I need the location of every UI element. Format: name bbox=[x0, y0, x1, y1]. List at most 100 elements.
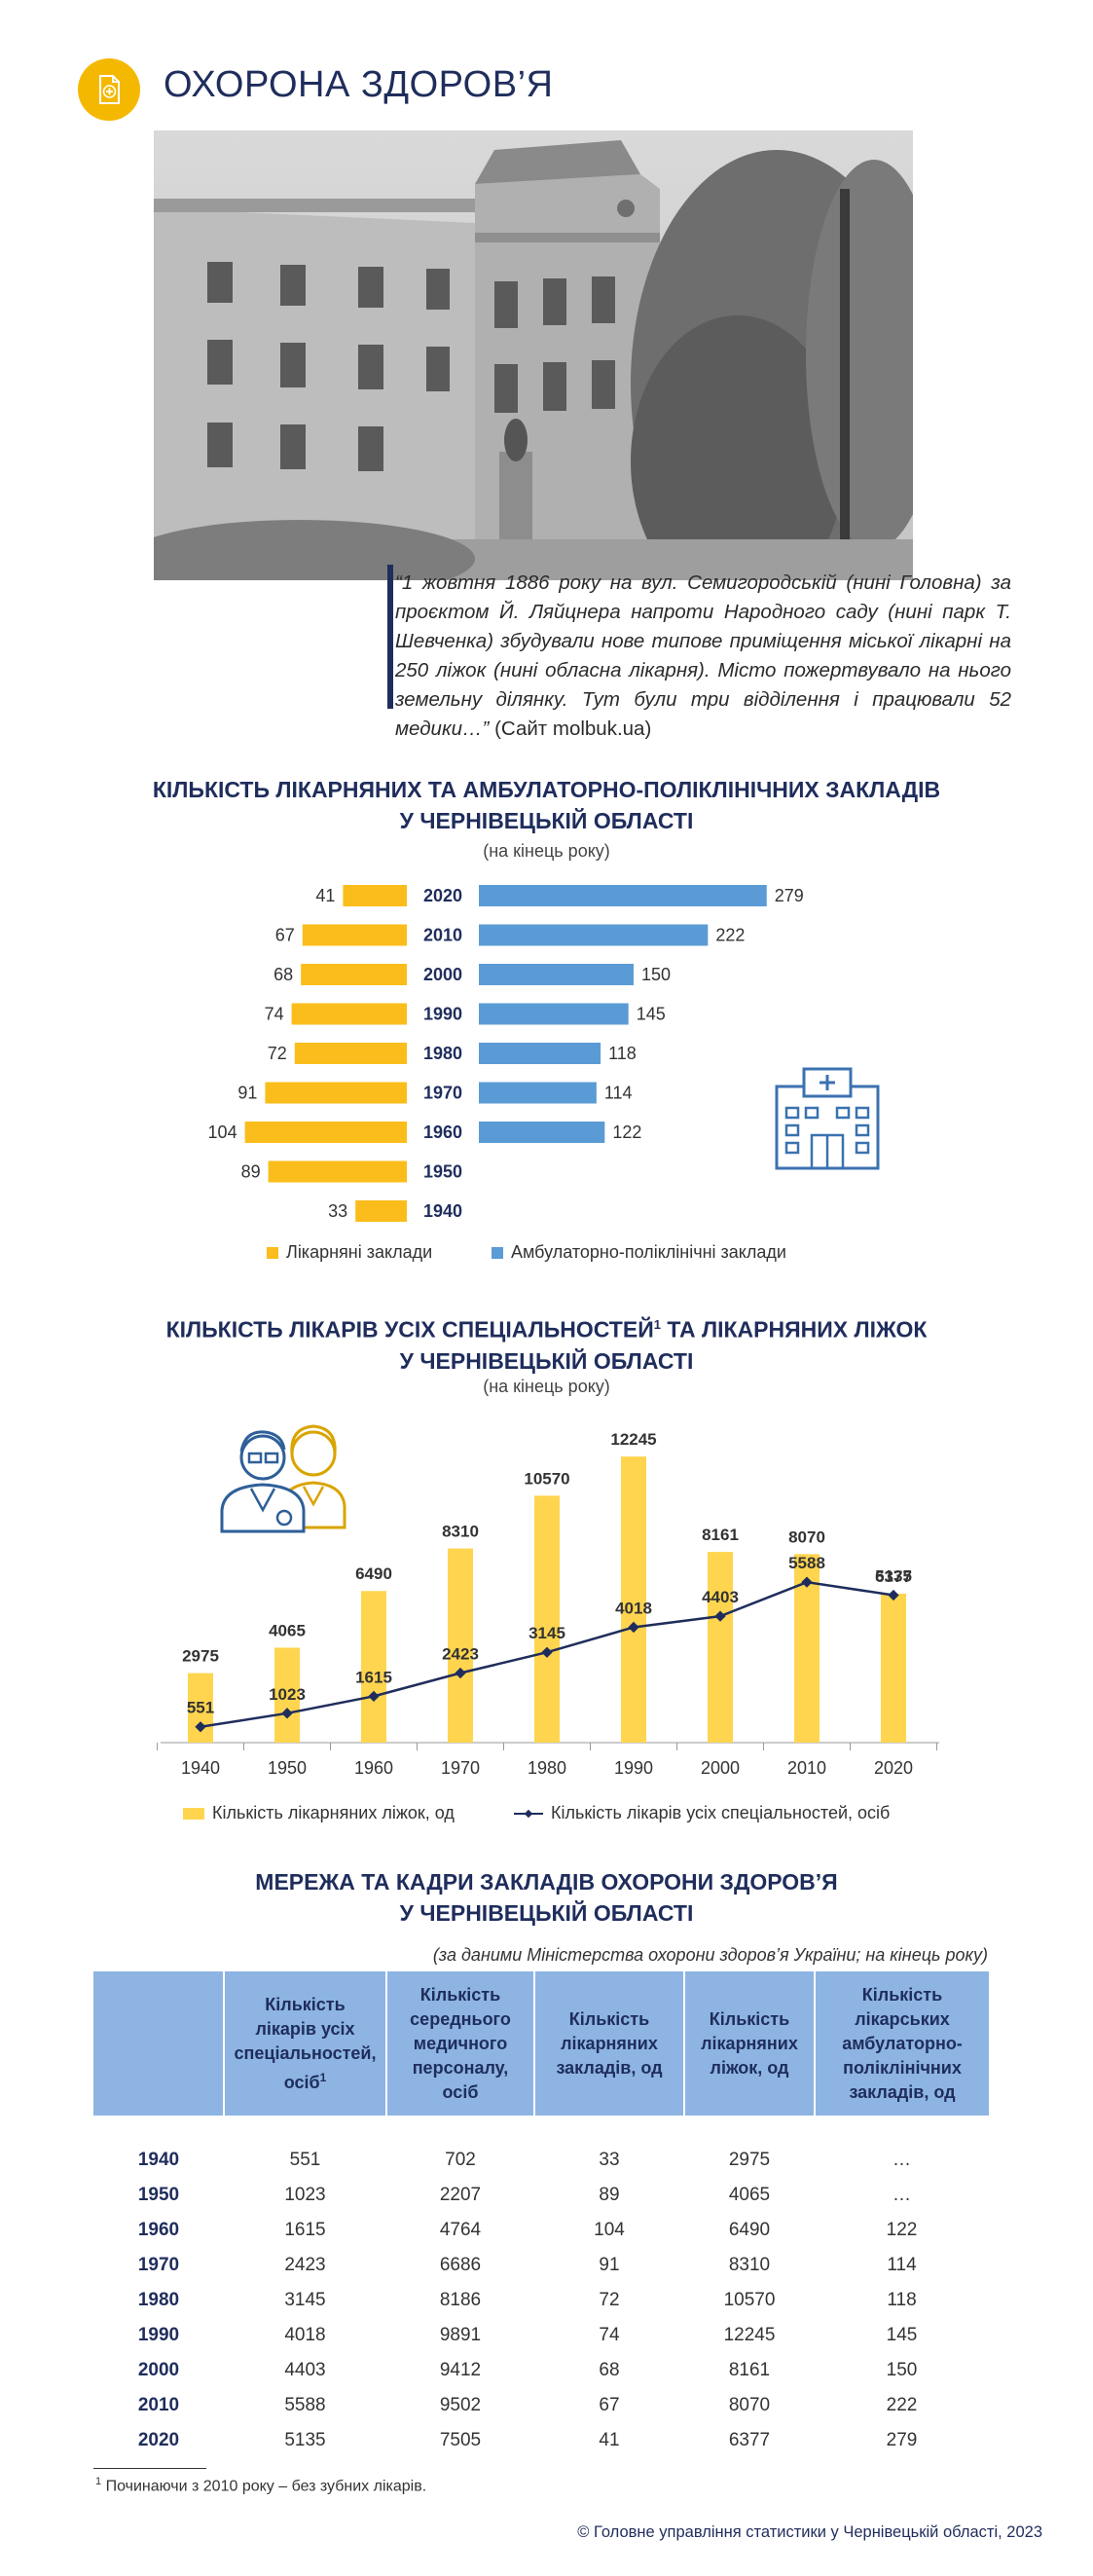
bar-beds bbox=[621, 1456, 646, 1743]
chart1-subtitle: (на кінець року) bbox=[483, 841, 610, 861]
table-cell: 8186 bbox=[439, 2290, 482, 2310]
x-tick-label: 1940 bbox=[181, 1758, 220, 1778]
category-label: 2000 bbox=[423, 965, 462, 984]
legend-swatch-hospitals bbox=[267, 1246, 278, 1259]
quote-bar bbox=[387, 565, 393, 709]
row-year: 1990 bbox=[137, 2325, 180, 2345]
table-cell: 6490 bbox=[728, 2220, 771, 2240]
data-label-clinics: 222 bbox=[715, 926, 745, 945]
data-label-hospitals: 72 bbox=[268, 1044, 287, 1063]
data-label-hospitals: 104 bbox=[208, 1122, 237, 1142]
data-label-beds: 10570 bbox=[524, 1469, 569, 1488]
table-cell: 2207 bbox=[439, 2185, 482, 2205]
hospital-photo bbox=[154, 130, 913, 580]
bar-hospitals bbox=[268, 1160, 407, 1183]
table-cell: 118 bbox=[887, 2290, 917, 2310]
data-label-hospitals: 68 bbox=[273, 965, 293, 984]
table-cell: 8161 bbox=[728, 2360, 771, 2380]
table-row: 2020 5135 7505 41 6377 279 bbox=[93, 2423, 989, 2458]
table-cell: 150 bbox=[886, 2360, 918, 2380]
table-cell: 9502 bbox=[439, 2395, 482, 2415]
table-cell: 33 bbox=[599, 2150, 620, 2170]
chart2-title-part1: КІЛЬКІСТЬ ЛІКАРІВ УСІХ СПЕЦІАЛЬНОСТЕЙ bbox=[165, 1316, 654, 1343]
footnote-text: Починаючи з 2010 року – без зубних лікар… bbox=[105, 2478, 427, 2495]
x-tick-label: 1990 bbox=[614, 1758, 653, 1778]
data-label-doctors: 3145 bbox=[528, 1624, 565, 1642]
table-cell: 122 bbox=[886, 2220, 918, 2240]
legend-swatch-doctors bbox=[514, 1809, 543, 1818]
table-row: 1950 1023 2207 89 4065… bbox=[93, 2178, 989, 2213]
bar-beds bbox=[448, 1548, 473, 1743]
x-tick-label: 1960 bbox=[354, 1758, 393, 1778]
table-cell: 74 bbox=[599, 2325, 620, 2345]
data-label-hospitals: 89 bbox=[241, 1162, 261, 1182]
bar-clinics bbox=[479, 885, 767, 906]
bar-beds bbox=[274, 1647, 300, 1743]
data-label-beds: 6377 bbox=[875, 1567, 912, 1586]
data-label-doctors: 1615 bbox=[355, 1668, 392, 1686]
data-label-doctors: 4018 bbox=[615, 1599, 652, 1617]
bar-hospitals bbox=[302, 924, 407, 946]
footnote: 1 Починаючи з 2010 року – без зубних лік… bbox=[95, 2476, 426, 2495]
chart2-title-sup: 1 bbox=[653, 1317, 661, 1332]
header-doctors-label: Кількість лікарів усіх спеціальностей, о… bbox=[234, 1994, 377, 2092]
category-label: 1970 bbox=[423, 1084, 462, 1103]
table-row: 2000 4403 9412 68 8161 150 bbox=[93, 2353, 989, 2388]
table-cell: … bbox=[893, 2150, 911, 2170]
row-year: 1970 bbox=[137, 2255, 180, 2275]
header-hospitals: Кількість лікарняних закладів, од bbox=[534, 1971, 685, 2116]
doctors-beds-chart: 2975 1940 4065 1950 6490 1960 8310 1970 10570 198… bbox=[157, 1430, 939, 1778]
table-cell: 91 bbox=[599, 2255, 620, 2275]
data-label-beds: 8161 bbox=[702, 1526, 739, 1544]
doctors-icon bbox=[220, 1424, 346, 1533]
data-label-beds: 8310 bbox=[442, 1523, 479, 1541]
bar-hospitals bbox=[355, 1200, 407, 1222]
category-label: 2010 bbox=[423, 926, 462, 945]
data-label-beds: 2975 bbox=[182, 1647, 219, 1666]
footnote-sup: 1 bbox=[95, 2476, 102, 2487]
table-row: 1980 3145 8186 72 10570 118 bbox=[93, 2283, 989, 2318]
table-row: 1990 4018 9891 74 12245 145 bbox=[93, 2318, 989, 2353]
bar-hospitals bbox=[343, 885, 407, 906]
header-year bbox=[93, 1971, 225, 2116]
copyright: © Головне управління статистики у Чернів… bbox=[577, 2523, 1042, 2541]
bar-clinics bbox=[479, 1122, 605, 1143]
footnote-divider bbox=[93, 2468, 206, 2469]
table-title: МЕРЕЖА ТА КАДРИ ЗАКЛАДІВ ОХОРОНИ ЗДОРОВ’… bbox=[0, 1866, 1093, 1929]
x-tick-label: 2000 bbox=[701, 1758, 740, 1778]
medical-document-icon bbox=[99, 75, 120, 104]
section-icon bbox=[78, 58, 140, 121]
bar-clinics bbox=[479, 1043, 601, 1064]
table-row: 2010 5588 9502 67 8070 222 bbox=[93, 2388, 989, 2423]
category-label: 1960 bbox=[423, 1122, 462, 1142]
bar-clinics bbox=[479, 924, 709, 946]
table-row: 1940 551 702 33 2975… bbox=[93, 2143, 989, 2178]
x-tick-label: 2010 bbox=[787, 1758, 826, 1778]
bar-clinics bbox=[479, 964, 634, 985]
data-label-doctors: 1023 bbox=[269, 1685, 306, 1704]
data-label-hospitals: 33 bbox=[328, 1201, 347, 1221]
legend-label-hospitals: Лікарняні заклади bbox=[286, 1242, 433, 1262]
row-year: 1960 bbox=[137, 2220, 180, 2240]
table-cell: 702 bbox=[445, 2150, 476, 2170]
table-title-line2: У ЧЕРНІВЕЦЬКІЙ ОБЛАСТІ bbox=[399, 1900, 694, 1926]
table-title-line1: МЕРЕЖА ТА КАДРИ ЗАКЛАДІВ ОХОРОНИ ЗДОРОВ’… bbox=[255, 1869, 838, 1895]
table-cell: 8070 bbox=[728, 2395, 771, 2415]
chart1-legend-hospitals: Лікарняні заклади bbox=[267, 1242, 432, 1263]
row-year: 1980 bbox=[137, 2290, 180, 2310]
table-row: 1970 2423 6686 91 8310 114 bbox=[93, 2248, 989, 2283]
data-label-hospitals: 74 bbox=[265, 1005, 284, 1024]
row-year: 2000 bbox=[137, 2360, 180, 2380]
header-beds: Кількість лікарняних ліжок, од bbox=[684, 1971, 816, 2116]
page-title: ОХОРОНА ЗДОРОВ’Я bbox=[164, 64, 554, 105]
data-label-doctors: 4403 bbox=[702, 1588, 739, 1606]
category-label: 1950 bbox=[423, 1162, 462, 1182]
table-cell: 1023 bbox=[284, 2185, 326, 2205]
table-cell: 10570 bbox=[723, 2290, 776, 2310]
table-cell: 279 bbox=[886, 2430, 918, 2450]
data-label-clinics: 279 bbox=[775, 886, 804, 905]
x-tick-label: 1970 bbox=[441, 1758, 480, 1778]
table-cell: 222 bbox=[886, 2395, 918, 2415]
row-year: 1940 bbox=[137, 2150, 180, 2170]
chart2-subtitle: (на кінець року) bbox=[483, 1377, 610, 1396]
